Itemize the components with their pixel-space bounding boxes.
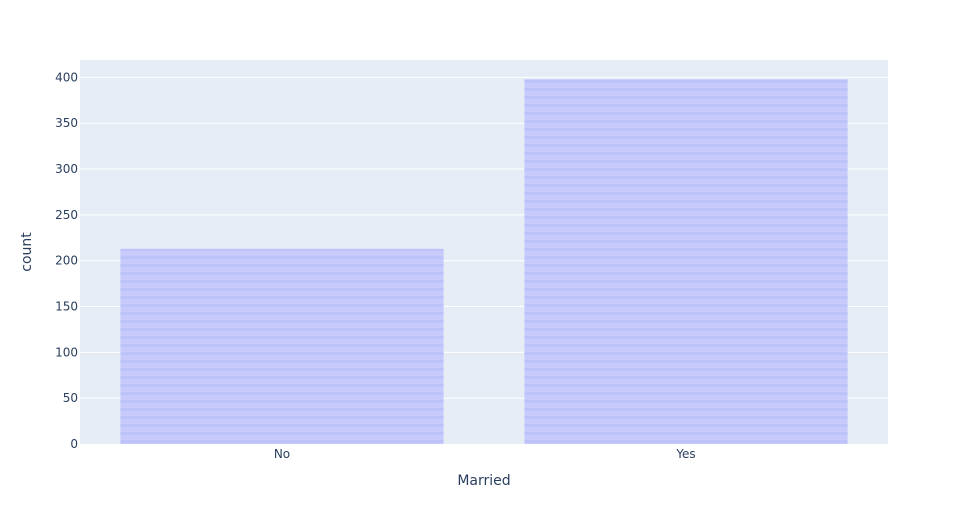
y-tick-label: 200 [55, 254, 78, 268]
bars [120, 79, 848, 445]
bar-yes [524, 79, 848, 445]
y-tick-label: 300 [55, 162, 78, 176]
y-tick-label: 150 [55, 300, 78, 314]
y-axis-ticks: 0 50 100 150 200 250 300 350 400 [55, 70, 78, 451]
x-tick-label: Yes [675, 447, 695, 461]
y-axis-title: count [19, 232, 35, 272]
y-tick-label: 100 [55, 345, 78, 359]
y-tick-label: 350 [55, 116, 78, 130]
y-tick-label: 0 [70, 437, 78, 451]
y-tick-label: 250 [55, 208, 78, 222]
x-axis-ticks: No Yes [274, 447, 696, 461]
y-tick-label: 50 [63, 391, 78, 405]
x-axis-title: Married [457, 473, 510, 489]
bar-no [120, 248, 444, 444]
x-tick-label: No [274, 447, 290, 461]
y-tick-label: 400 [55, 70, 78, 84]
